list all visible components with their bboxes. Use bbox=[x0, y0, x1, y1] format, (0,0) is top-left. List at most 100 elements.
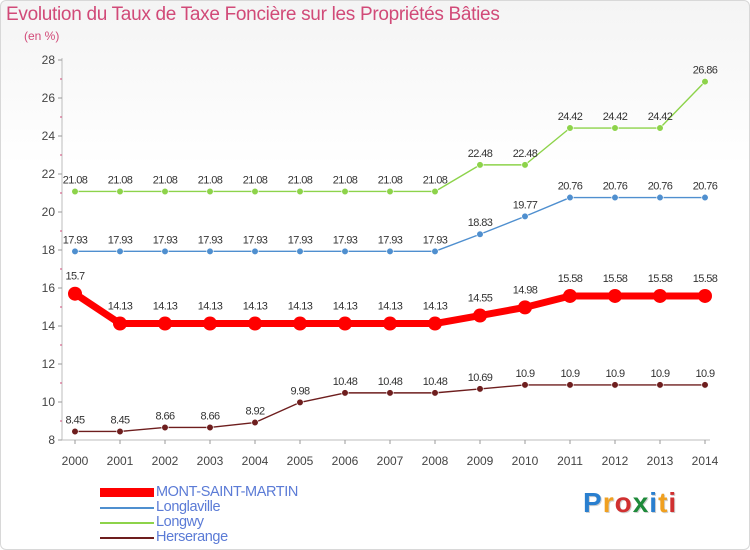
data-point bbox=[116, 187, 124, 196]
data-label: 17.93 bbox=[333, 234, 358, 246]
proxiti-logo: Proxiti bbox=[583, 487, 678, 518]
data-point bbox=[386, 187, 394, 196]
data-point bbox=[68, 286, 82, 301]
data-point bbox=[341, 389, 349, 397]
x-tick-label: 2006 bbox=[332, 454, 359, 468]
data-point bbox=[656, 124, 664, 132]
data-point bbox=[341, 247, 349, 255]
data-point bbox=[611, 381, 619, 389]
data-point bbox=[431, 389, 439, 397]
data-point bbox=[608, 288, 622, 303]
y-tick-label: 24 bbox=[42, 129, 56, 143]
data-point bbox=[113, 316, 127, 331]
legend-swatch bbox=[100, 488, 154, 497]
y-tick-label: 18 bbox=[42, 243, 56, 257]
data-point bbox=[206, 187, 214, 196]
data-point bbox=[248, 316, 262, 331]
data-point bbox=[251, 187, 259, 196]
data-label: 14.13 bbox=[333, 301, 358, 313]
legend-label: Longlaville bbox=[156, 499, 221, 515]
data-point bbox=[386, 389, 394, 397]
data-point bbox=[293, 316, 307, 331]
data-point bbox=[563, 288, 577, 303]
data-label: 22.48 bbox=[468, 148, 493, 160]
data-label: 9.98 bbox=[290, 385, 309, 397]
data-label: 21.08 bbox=[378, 174, 403, 186]
data-point bbox=[71, 427, 79, 436]
legend-swatch bbox=[100, 537, 154, 539]
chart-subtitle: (en %) bbox=[24, 29, 60, 43]
data-point bbox=[701, 193, 709, 202]
x-tick-label: 2005 bbox=[287, 454, 314, 468]
series-longlaville bbox=[71, 193, 709, 255]
data-point bbox=[476, 385, 484, 393]
x-tick-label: 2014 bbox=[692, 454, 719, 468]
data-point bbox=[473, 308, 487, 323]
data-label: 14.13 bbox=[423, 301, 448, 313]
y-tick-label: 22 bbox=[42, 167, 56, 181]
data-point bbox=[116, 247, 124, 255]
data-point bbox=[566, 381, 574, 389]
chart-title: Evolution du Taux de Taxe Foncière sur l… bbox=[6, 4, 500, 25]
x-tick-label: 2004 bbox=[242, 454, 269, 468]
data-label: 17.93 bbox=[198, 234, 223, 246]
data-label: 14.13 bbox=[243, 301, 268, 313]
data-label: 10.9 bbox=[605, 368, 624, 380]
y-tick-label: 20 bbox=[42, 205, 56, 219]
x-tick-label: 2012 bbox=[602, 454, 629, 468]
data-label: 20.76 bbox=[693, 181, 718, 193]
series-longwy bbox=[71, 78, 709, 196]
data-point bbox=[251, 418, 259, 427]
data-point bbox=[431, 187, 439, 196]
data-point bbox=[161, 247, 169, 255]
data-label: 20.76 bbox=[603, 181, 628, 193]
data-point bbox=[656, 193, 664, 202]
data-label: 17.93 bbox=[378, 234, 403, 246]
legend-label: MONT-SAINT-MARTIN bbox=[156, 484, 298, 500]
data-label: 21.08 bbox=[198, 174, 223, 186]
data-point bbox=[476, 230, 484, 238]
data-point bbox=[341, 187, 349, 196]
data-point bbox=[296, 187, 304, 196]
data-label: 14.13 bbox=[288, 301, 313, 313]
data-label: 21.08 bbox=[108, 174, 133, 186]
data-label: 17.93 bbox=[423, 234, 448, 246]
data-point bbox=[428, 316, 442, 331]
x-tick-label: 2009 bbox=[467, 454, 494, 468]
data-label: 10.48 bbox=[378, 376, 403, 388]
y-tick-label: 8 bbox=[48, 433, 55, 447]
data-label: 10.9 bbox=[515, 368, 534, 380]
data-point bbox=[656, 381, 664, 389]
data-point bbox=[566, 193, 574, 202]
data-label: 20.76 bbox=[558, 181, 583, 193]
data-point bbox=[296, 247, 304, 255]
data-label: 21.08 bbox=[288, 174, 313, 186]
x-tick-label: 2008 bbox=[422, 454, 449, 468]
data-label: 8.45 bbox=[110, 414, 129, 426]
legend-swatch bbox=[100, 507, 154, 509]
data-point bbox=[521, 212, 529, 220]
data-point bbox=[338, 316, 352, 331]
data-point bbox=[203, 316, 217, 331]
data-label: 14.55 bbox=[468, 293, 493, 305]
data-label: 14.13 bbox=[153, 301, 178, 313]
y-tick-label: 10 bbox=[42, 395, 56, 409]
data-label: 10.48 bbox=[423, 376, 448, 388]
data-point bbox=[698, 288, 712, 303]
data-label: 24.42 bbox=[603, 111, 628, 123]
data-label: 15.58 bbox=[648, 273, 673, 285]
data-label: 10.9 bbox=[560, 368, 579, 380]
x-tick-label: 2007 bbox=[377, 454, 404, 468]
x-tick-label: 2013 bbox=[647, 454, 674, 468]
data-label: 17.93 bbox=[288, 234, 313, 246]
data-label: 14.98 bbox=[513, 284, 538, 296]
data-point bbox=[251, 247, 259, 255]
data-label: 10.9 bbox=[695, 368, 714, 380]
data-label: 14.13 bbox=[198, 301, 223, 313]
data-point bbox=[161, 423, 169, 432]
data-label: 10.69 bbox=[468, 372, 493, 384]
data-label: 14.13 bbox=[108, 301, 133, 313]
x-tick-label: 2001 bbox=[107, 454, 134, 468]
data-label: 14.13 bbox=[378, 301, 403, 313]
